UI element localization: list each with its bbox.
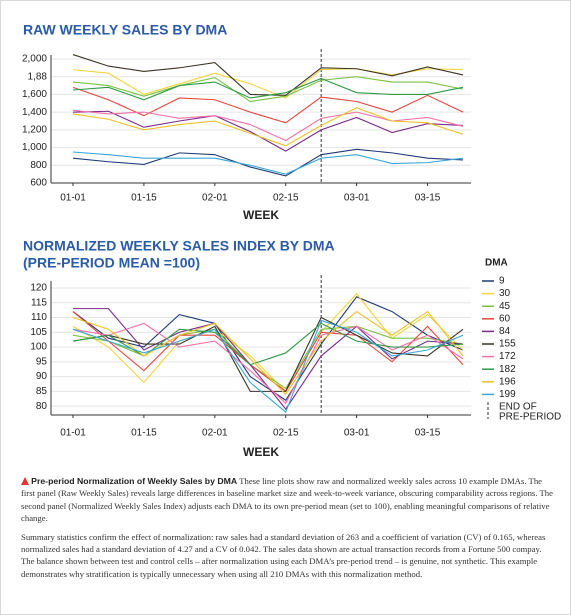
caption: Pre-period Normalization of Weekly Sales… <box>21 475 555 586</box>
y-tick-label: 105 <box>30 327 47 338</box>
x-axis-label: WEEK <box>243 445 279 459</box>
series-line <box>72 107 464 147</box>
legend-label: 60 <box>499 313 511 324</box>
legend-label: 155 <box>499 339 516 350</box>
chart-subtitle: (PRE-PERIOD MEAN =100) <box>23 255 200 271</box>
y-tick-label: 95 <box>36 356 48 367</box>
x-tick-label: 02-15 <box>273 193 299 204</box>
legend-label: 182 <box>499 364 516 375</box>
y-tick-label: 800 <box>30 160 47 171</box>
x-tick-label: 01-01 <box>60 193 86 204</box>
caption-paragraph: Summary statistics confirm the effect of… <box>21 531 546 579</box>
x-tick-label: 02-15 <box>273 428 299 439</box>
y-tick-label: 110 <box>31 312 47 323</box>
y-tick-label: 1,400 <box>22 107 47 118</box>
y-tick-label: 90 <box>36 371 48 382</box>
caption-heading: Pre-period Normalization of Weekly Sales… <box>31 476 238 486</box>
series-line <box>72 77 464 101</box>
series-line <box>72 296 464 401</box>
series-line <box>72 322 464 366</box>
y-tick-label: 85 <box>36 386 48 397</box>
triangle-icon <box>21 477 29 485</box>
y-tick-label: 115 <box>31 297 47 308</box>
series-line <box>72 151 464 175</box>
x-tick-label: 01-01 <box>60 428 86 439</box>
x-tick-label: 01-15 <box>131 193 157 204</box>
series-line <box>72 293 464 393</box>
caption-paragraph: Pre-period Normalization of Weekly Sales… <box>21 475 555 525</box>
x-tick-label: 01-15 <box>131 428 157 439</box>
x-tick-label: 03-01 <box>344 428 370 439</box>
charts: RAW WEEKLY SALES BY DMA 600 800 1,000 1,200 1… <box>22 22 561 459</box>
legend-label: 9 <box>499 276 505 287</box>
y-tick-label: 1,200 <box>22 124 47 135</box>
caption-text: These line plots show raw and normalized… <box>21 476 554 524</box>
series-line <box>72 86 464 124</box>
x-tick-label: 02-01 <box>202 428 228 439</box>
x-tick-label: 03-15 <box>415 193 441 204</box>
series-line <box>72 54 464 96</box>
series-line <box>72 319 464 413</box>
legend-label: 30 <box>499 288 511 299</box>
chart-title: NORMALIZED WEEKLY SALES INDEX BY DMA <box>23 238 335 254</box>
legend-label: 196 <box>499 376 516 387</box>
y-tick-label: 120 <box>30 283 47 294</box>
y-tick-label: 80 <box>36 401 48 412</box>
x-tick-label: 03-15 <box>415 428 441 439</box>
x-axis-label: WEEK <box>243 208 279 222</box>
chart-title: RAW WEEKLY SALES BY DMA <box>23 22 227 38</box>
series-line <box>72 76 464 103</box>
series-line <box>72 110 464 152</box>
series-line <box>72 109 464 142</box>
x-tick-label: 02-01 <box>202 193 228 204</box>
legend-label: 45 <box>499 301 511 312</box>
series-line <box>72 311 464 393</box>
y-tick-label: 1,600 <box>22 89 47 100</box>
legend-label: 84 <box>499 326 511 337</box>
y-tick-label: 1,000 <box>22 142 47 153</box>
legend-label: PRE-PERIOD <box>499 412 561 423</box>
series-line <box>72 148 464 177</box>
legend-title: DMA <box>485 258 508 269</box>
y-tick-label: 600 <box>30 178 47 189</box>
series-line <box>72 316 464 392</box>
y-tick-label: 1,88 <box>28 71 48 82</box>
y-tick-label: 2,000 <box>22 54 47 65</box>
legend-label: 199 <box>499 389 516 400</box>
legend-label: 172 <box>499 351 516 362</box>
legend-label: END OF <box>499 402 537 413</box>
x-tick-label: 03-01 <box>344 193 370 204</box>
y-tick-label: 100 <box>30 342 47 353</box>
